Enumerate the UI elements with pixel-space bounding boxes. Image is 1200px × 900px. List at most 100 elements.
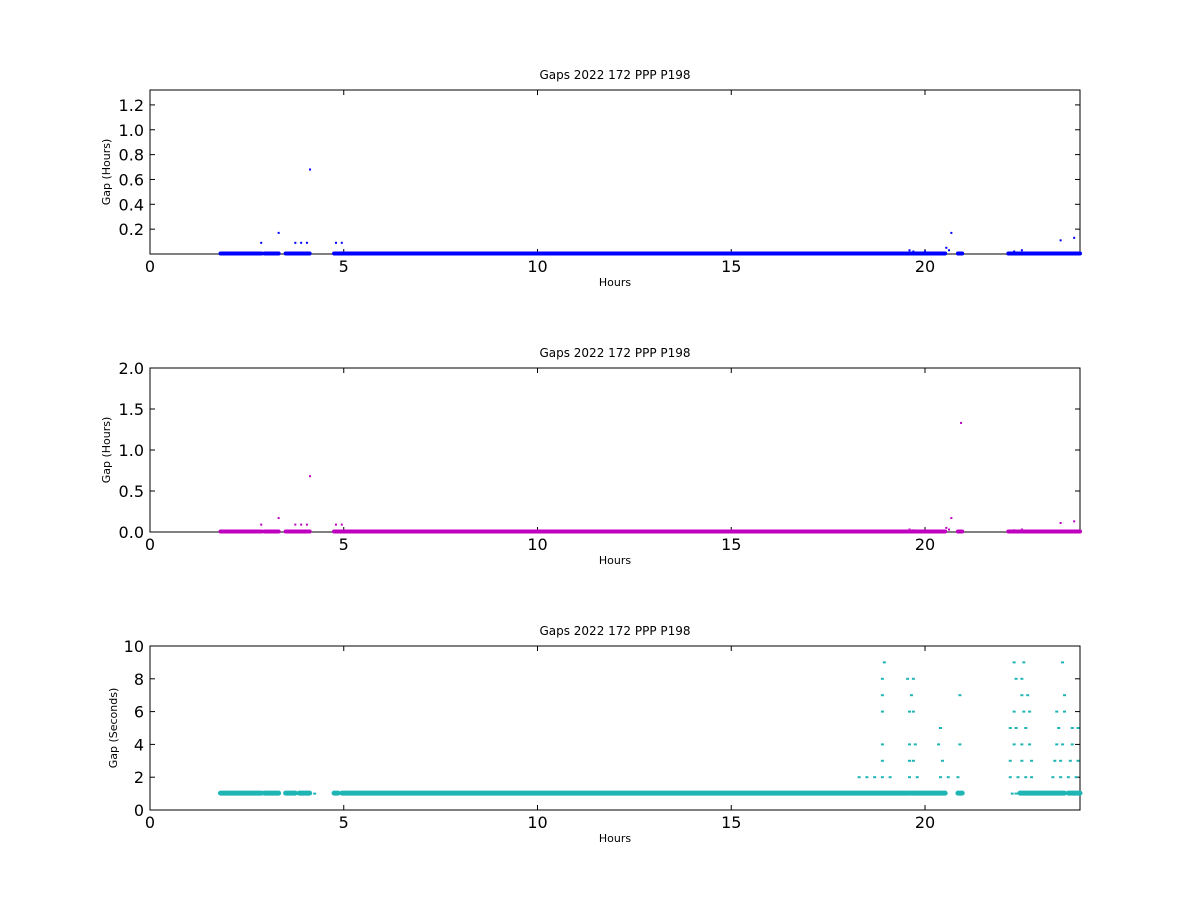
data-point [924, 250, 926, 253]
data-point [911, 759, 915, 762]
y-axis-label: Gap (Seconds) [107, 688, 120, 769]
data-point [950, 517, 953, 520]
data-point [908, 759, 911, 762]
plot-frame [149, 645, 1081, 811]
data-point [1073, 236, 1076, 239]
data-point [1076, 727, 1080, 729]
x-tick-label: 5 [339, 535, 349, 554]
chart-title: Gaps 2022 172 PPP P198 [539, 68, 690, 82]
chart-title: Gaps 2022 172 PPP P198 [539, 624, 690, 638]
data-point [294, 523, 297, 526]
data-point [1020, 249, 1023, 252]
data-point [960, 421, 963, 424]
y-axis-label: Gap (Hours) [100, 417, 113, 484]
data-point [1012, 661, 1016, 664]
data-point [1024, 776, 1028, 779]
data-point [1059, 239, 1062, 242]
y-tick-label: 10 [124, 637, 144, 656]
data-point [908, 710, 911, 713]
data-point [880, 743, 884, 746]
data-point [305, 241, 308, 244]
data-point [1074, 776, 1078, 779]
data-point [1073, 520, 1076, 523]
data-point [945, 246, 948, 249]
y-tick-label: 0.0 [119, 523, 144, 542]
data-point [1014, 677, 1018, 680]
data-point [1066, 776, 1070, 779]
data-point [958, 743, 962, 746]
data-point [1014, 792, 1018, 795]
data-point [950, 231, 953, 234]
data-point [948, 249, 951, 252]
data-point [305, 523, 308, 526]
y-tick-label: 4 [134, 735, 144, 754]
data-point [940, 759, 944, 762]
data-point [1028, 710, 1032, 713]
data-point [300, 241, 303, 244]
data-point [277, 517, 280, 520]
chart-title: Gaps 2022 172 PPP P198 [539, 346, 690, 360]
data-point [1053, 759, 1057, 762]
y-tick-label: 1.0 [119, 441, 144, 460]
data-point [1020, 759, 1024, 762]
data-point [1063, 710, 1066, 713]
data-point [1020, 694, 1024, 697]
x-tick-label: 5 [339, 813, 349, 832]
y-tick-label: 0.2 [119, 220, 144, 239]
y-tick-label: 0.4 [119, 195, 144, 214]
data-point [958, 694, 962, 697]
x-tick-label: 15 [721, 813, 741, 832]
x-axis-label: Hours [599, 554, 631, 567]
data-point [906, 677, 910, 680]
data-point [1061, 743, 1065, 746]
data-point [335, 523, 337, 526]
y-tick-label: 2 [134, 768, 144, 787]
data-point [300, 523, 303, 526]
data-point [909, 694, 913, 697]
data-point [873, 776, 877, 779]
data-point [1008, 776, 1012, 779]
data-point [1059, 521, 1062, 524]
x-tick-label: 20 [915, 813, 935, 832]
data-point [857, 776, 861, 779]
data-point [913, 743, 917, 746]
data-point [1077, 530, 1080, 533]
data-point [1070, 727, 1074, 729]
plot-frame [149, 367, 1081, 533]
data-point [1055, 743, 1059, 746]
data-point [340, 241, 343, 244]
data-point [915, 776, 919, 779]
y-axis-label: Gap (Hours) [100, 139, 113, 206]
x-tick-label: 15 [721, 535, 741, 554]
y-tick-label: 6 [134, 703, 144, 722]
data-point [1020, 677, 1024, 680]
data-point [939, 776, 942, 779]
data-point [1077, 251, 1080, 254]
data-point [1059, 759, 1063, 762]
x-tick-label: 0 [145, 257, 155, 276]
x-tick-label: 20 [915, 257, 935, 276]
data-point [1030, 759, 1034, 762]
chart-panel-1: Gaps 2022 172 PPP P198 Hours Gap (Hours) 0 5… [100, 68, 1082, 289]
data-point [1012, 743, 1016, 746]
data-point [1026, 694, 1030, 697]
data-point [1013, 250, 1016, 253]
data-point [880, 710, 884, 713]
data-point [1061, 661, 1065, 664]
data-point [1028, 743, 1032, 746]
data-point [1070, 743, 1074, 746]
x-tick-label: 15 [721, 257, 741, 276]
data-point [908, 528, 911, 531]
data-point [880, 759, 884, 762]
x-axis-label: Hours [599, 832, 631, 845]
data-point [912, 529, 915, 532]
data-point [880, 694, 884, 697]
x-tick-label: 20 [915, 535, 935, 554]
y-tick-label: 0.5 [119, 482, 144, 501]
data-point [1024, 727, 1028, 729]
y-tick-label: 1.0 [119, 121, 144, 140]
data-point [908, 249, 911, 252]
data-point [340, 523, 343, 526]
data-point [1051, 776, 1055, 779]
